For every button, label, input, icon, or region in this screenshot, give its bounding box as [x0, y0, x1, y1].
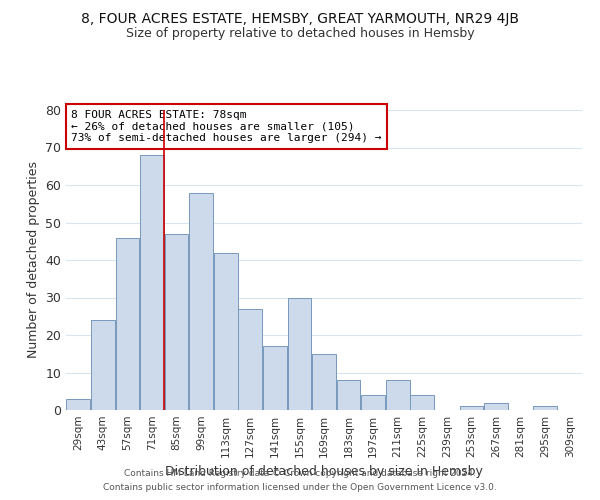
Text: 8, FOUR ACRES ESTATE, HEMSBY, GREAT YARMOUTH, NR29 4JB: 8, FOUR ACRES ESTATE, HEMSBY, GREAT YARM… [81, 12, 519, 26]
Bar [263, 346, 287, 410]
Text: 8 FOUR ACRES ESTATE: 78sqm
← 26% of detached houses are smaller (105)
73% of sem: 8 FOUR ACRES ESTATE: 78sqm ← 26% of deta… [71, 110, 382, 143]
Bar [533, 406, 557, 410]
Text: Size of property relative to detached houses in Hemsby: Size of property relative to detached ho… [125, 28, 475, 40]
Bar [361, 395, 385, 410]
Bar [337, 380, 361, 410]
Bar [165, 234, 188, 410]
Bar [484, 402, 508, 410]
Bar [91, 320, 115, 410]
Bar [410, 395, 434, 410]
Bar [386, 380, 410, 410]
Bar [238, 308, 262, 410]
Bar [140, 155, 164, 410]
Bar [460, 406, 483, 410]
Bar [312, 354, 336, 410]
Y-axis label: Number of detached properties: Number of detached properties [26, 162, 40, 358]
Text: Contains HM Land Registry data © Crown copyright and database right 2024.: Contains HM Land Registry data © Crown c… [124, 468, 476, 477]
Text: Contains public sector information licensed under the Open Government Licence v3: Contains public sector information licen… [103, 484, 497, 492]
Bar [287, 298, 311, 410]
Bar [214, 252, 238, 410]
Bar [67, 399, 90, 410]
Bar [189, 192, 213, 410]
Bar [116, 238, 139, 410]
X-axis label: Distribution of detached houses by size in Hemsby: Distribution of detached houses by size … [165, 466, 483, 478]
